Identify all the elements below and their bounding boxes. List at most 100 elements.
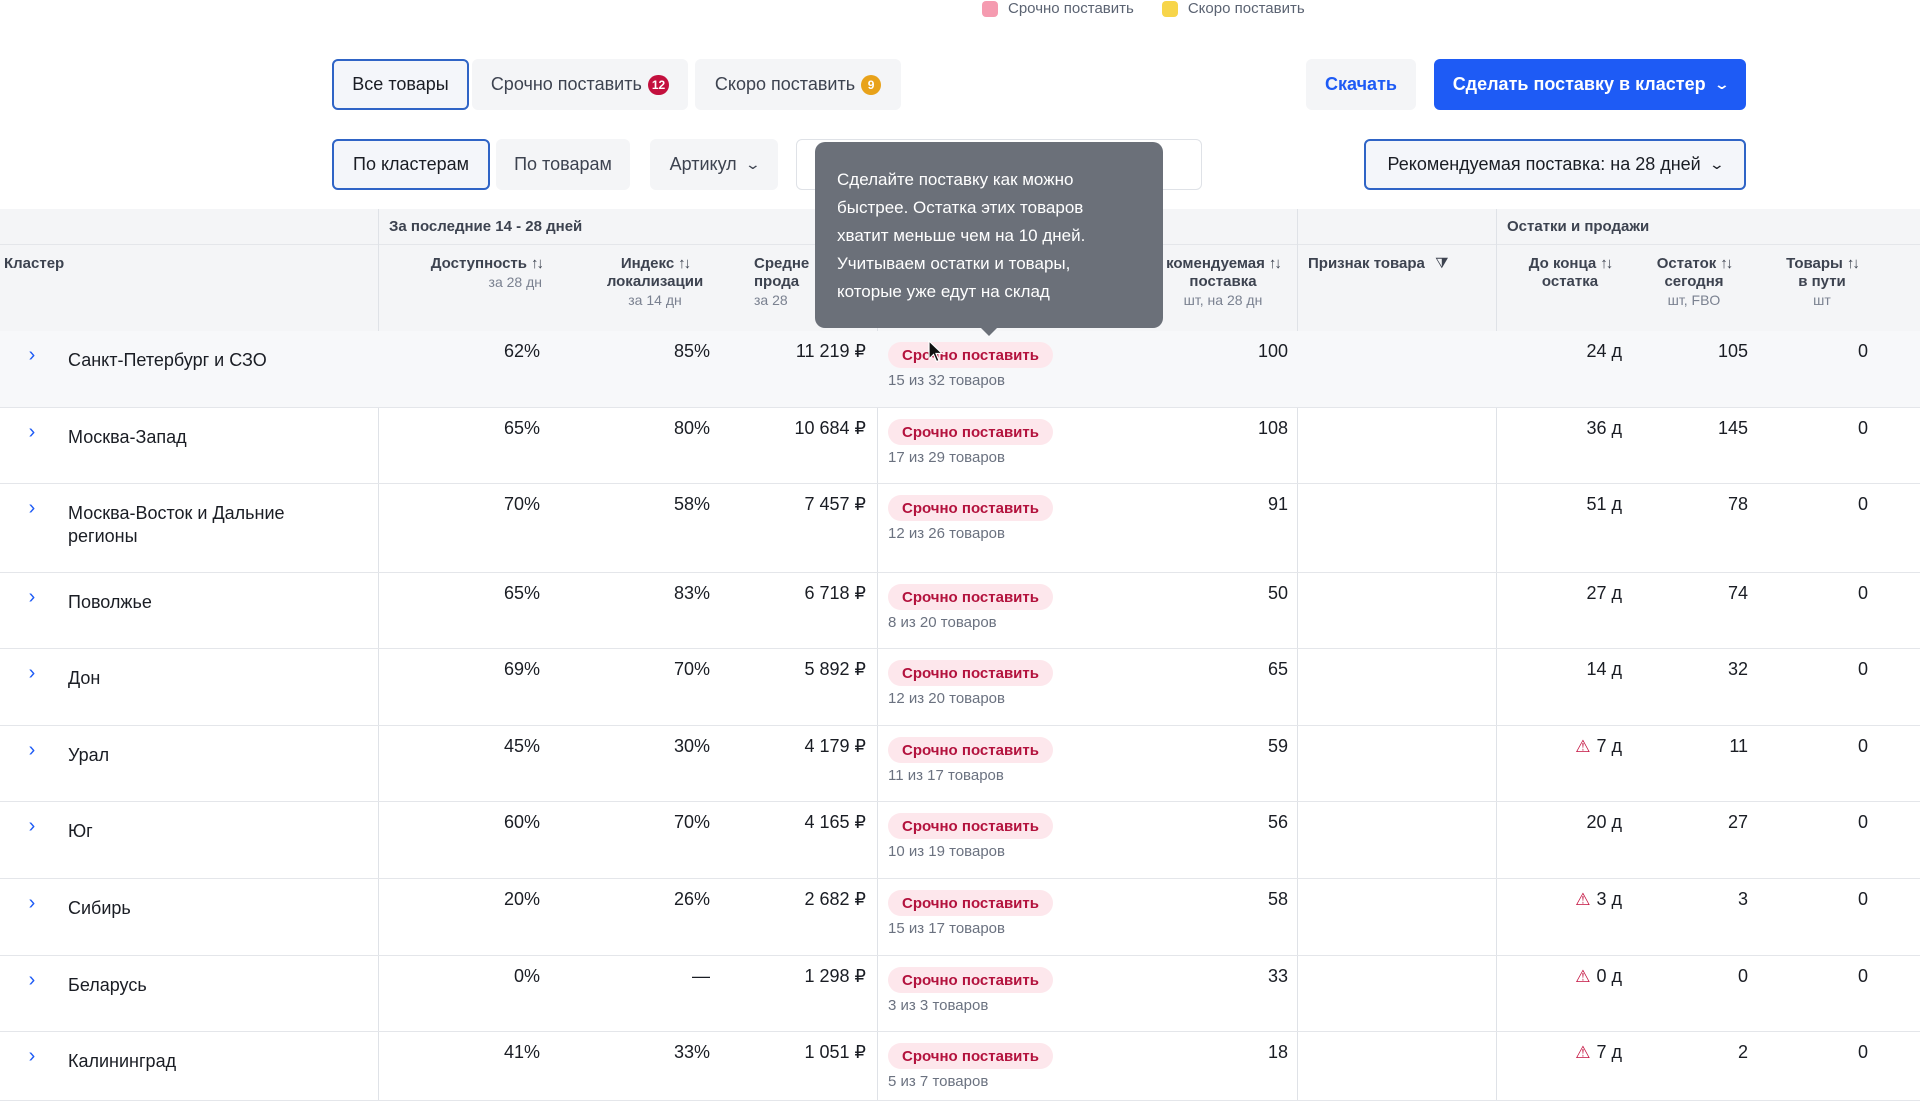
stock-today-value: 105: [1717, 341, 1748, 361]
recommended-supply-value: 56: [1267, 812, 1288, 832]
col-product-flag[interactable]: Признак товара ⧩: [1308, 255, 1448, 273]
status-badge[interactable]: Срочно поставить: [888, 813, 1053, 839]
status-legend: Срочно поставить Скоро поставить: [982, 0, 1305, 17]
download-button-label: Скачать: [1325, 74, 1397, 94]
col-stock-today-label: Остаток: [1656, 255, 1717, 272]
expand-row-chevron-icon[interactable]: ›: [28, 586, 36, 608]
tab-urgent-supply[interactable]: Срочно поставить 12: [472, 59, 688, 110]
status-badge[interactable]: Срочно поставить: [888, 495, 1053, 521]
col-in-transit[interactable]: Товары ↑↓ в пути шт: [1776, 255, 1868, 310]
legend-urgent: Срочно поставить: [982, 0, 1134, 17]
sort-icon: ↑↓: [531, 255, 544, 272]
days-left-value: ⚠ 7 д: [1520, 1042, 1622, 1063]
chevron-down-icon: ⌄: [1713, 76, 1730, 92]
cluster-name: Калининград: [68, 1051, 177, 1071]
col-avg-sales[interactable]: Средне прода за 28: [754, 255, 814, 310]
column-separator: [1297, 209, 1298, 1100]
loc-index-value: 30%: [673, 736, 710, 756]
in-transit-value: 0: [1857, 1042, 1868, 1062]
table-row[interactable]: › Беларусь 0% — 1 298 ₽ Срочно поставить 3 из …: [0, 956, 1920, 1032]
warning-icon: ⚠: [1575, 967, 1591, 986]
col-stock-today[interactable]: Остаток ↑↓ сегодня шт, FBO: [1648, 255, 1740, 310]
cluster-name: Дон: [68, 668, 101, 688]
status-badge[interactable]: Срочно поставить: [888, 967, 1053, 993]
warning-icon: ⚠: [1575, 1043, 1591, 1062]
days-left-value: 51 д: [1520, 494, 1622, 515]
status-badge[interactable]: Срочно поставить: [888, 890, 1053, 916]
tooltip-line: Учитываем остатки и товары,: [837, 254, 1071, 273]
table-row[interactable]: › Москва-Восток и Дальние регионы 70% 58% 7 …: [0, 484, 1920, 573]
avg-sales-value: 4 179 ₽: [804, 736, 867, 756]
expand-row-chevron-icon[interactable]: ›: [28, 815, 36, 837]
recommended-supply-value: 100: [1257, 341, 1288, 361]
days-left-value: 36 д: [1520, 418, 1622, 439]
status-badge[interactable]: Срочно поставить: [888, 660, 1053, 686]
expand-row-chevron-icon[interactable]: ›: [28, 662, 36, 684]
download-button[interactable]: Скачать: [1306, 59, 1416, 110]
status-badge[interactable]: Срочно поставить: [888, 342, 1053, 368]
in-transit-value: 0: [1857, 494, 1868, 514]
table-row[interactable]: › Поволжье 65% 83% 6 718 ₽ Срочно поставить 8 …: [0, 573, 1920, 649]
expand-row-chevron-icon[interactable]: ›: [28, 497, 36, 519]
table-row[interactable]: › Москва-Запад 65% 80% 10 684 ₽ Срочно постав…: [0, 408, 1920, 484]
avg-sales-value: 1 298 ₽: [804, 966, 867, 986]
col-availability-sub: за 28 дн: [488, 274, 542, 290]
avg-sales-value: 1 051 ₽: [804, 1042, 867, 1062]
status-badge[interactable]: Срочно поставить: [888, 584, 1053, 610]
days-left-value: 20 д: [1520, 812, 1622, 833]
expand-row-chevron-icon[interactable]: ›: [28, 739, 36, 761]
availability-value: 60%: [503, 812, 540, 832]
expand-row-chevron-icon[interactable]: ›: [28, 892, 36, 914]
chevron-down-icon: ⌄: [744, 156, 761, 172]
table-row[interactable]: › Калининград 41% 33% 1 051 ₽ Срочно поставит…: [0, 1032, 1920, 1101]
view-by-clusters[interactable]: По кластерам: [332, 139, 490, 190]
days-left-text: 14 д: [1586, 659, 1622, 679]
status-subtext: 3 из 3 товаров: [888, 997, 989, 1014]
days-left-text: 7 д: [1596, 736, 1622, 756]
loc-index-value: 83%: [673, 583, 710, 603]
table-row[interactable]: › Сибирь 20% 26% 2 682 ₽ Срочно поставить 15 и…: [0, 879, 1920, 956]
loc-index-value: 85%: [673, 341, 710, 361]
table-row[interactable]: › Юг 60% 70% 4 165 ₽ Срочно поставить 10 из 19…: [0, 802, 1920, 879]
view-by-products[interactable]: По товарам: [496, 139, 630, 190]
availability-value: 45%: [503, 736, 540, 756]
recommended-supply-value: 50: [1267, 583, 1288, 603]
cluster-name: Беларусь: [68, 975, 147, 995]
col-loc-index[interactable]: Индекс ↑↓ локализации за 14 дн: [580, 255, 730, 310]
in-transit-value: 0: [1857, 341, 1868, 361]
col-days-left-label: До конца: [1528, 255, 1597, 272]
expand-row-chevron-icon[interactable]: ›: [28, 1045, 36, 1067]
avg-sales-value: 4 165 ₽: [804, 812, 867, 832]
stock-today-value: 2: [1737, 1042, 1748, 1062]
article-filter-dropdown[interactable]: Артикул ⌄: [650, 139, 778, 190]
filter-icon[interactable]: ⧩: [1435, 255, 1449, 272]
cluster-name: Санкт-Петербург и СЗО: [68, 350, 267, 370]
availability-value: 69%: [503, 659, 540, 679]
expand-row-chevron-icon[interactable]: ›: [28, 421, 36, 443]
expand-row-chevron-icon[interactable]: ›: [28, 969, 36, 991]
tooltip-line: Сделайте поставку как можно: [837, 170, 1074, 189]
table-row[interactable]: › Санкт-Петербург и СЗО 62% 85% 11 219 ₽ Сроч…: [0, 331, 1920, 408]
col-rec-supply-label-2: поставка: [1189, 273, 1257, 290]
tab-all-products[interactable]: Все товары: [332, 59, 469, 110]
status-badge[interactable]: Срочно поставить: [888, 419, 1053, 445]
sort-icon: ↑↓: [1600, 255, 1613, 272]
col-days-left[interactable]: До конца ↑↓ остатка: [1520, 255, 1620, 291]
legend-soon: Скоро поставить: [1161, 0, 1305, 17]
col-availability[interactable]: Доступность ↑↓ за 28 дн: [380, 255, 544, 292]
table-row[interactable]: › Урал 45% 30% 4 179 ₽ Срочно поставить 11 из …: [0, 726, 1920, 802]
expand-row-chevron-icon[interactable]: ›: [28, 344, 36, 366]
tab-soon-supply[interactable]: Скоро поставить 9: [695, 59, 901, 110]
availability-value: 65%: [503, 583, 540, 603]
warning-icon: ⚠: [1575, 737, 1591, 756]
col-recommended-supply[interactable]: комендуемая ↑↓ поставка шт, на 28 дн: [1158, 255, 1288, 310]
recommended-period-dropdown[interactable]: Рекомендуемая поставка: на 28 дней ⌄: [1364, 139, 1746, 190]
table-row[interactable]: › Дон 69% 70% 5 892 ₽ Срочно поставить 12 из 2…: [0, 649, 1920, 726]
tab-urgent-supply-label: Срочно поставить: [490, 74, 642, 94]
make-supply-button[interactable]: Сделать поставку в кластер ⌄: [1434, 59, 1746, 110]
status-badge[interactable]: Срочно поставить: [888, 1043, 1053, 1069]
status-badge[interactable]: Срочно поставить: [888, 737, 1053, 763]
cluster-name: Москва-Восток и Дальние регионы: [68, 503, 285, 546]
days-left-text: 7 д: [1596, 1042, 1622, 1062]
loc-index-value: 58%: [673, 494, 710, 514]
